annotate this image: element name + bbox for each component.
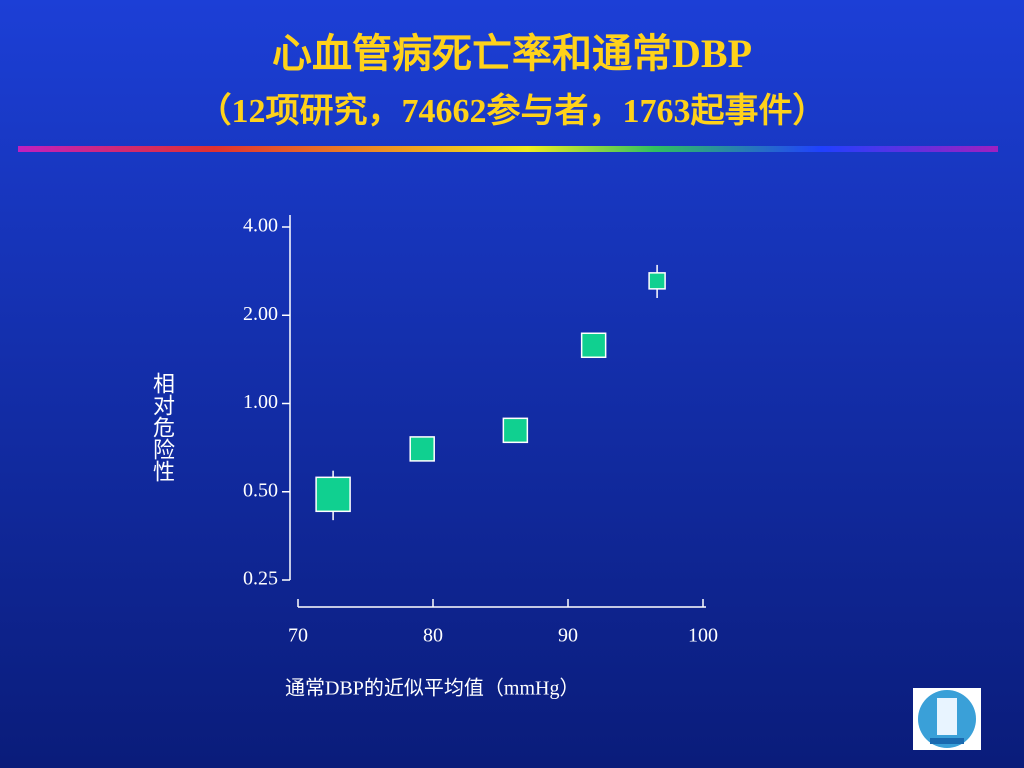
slide-subtitle: （12项研究，74662参与者，1763起事件）: [198, 91, 827, 130]
point: [409, 436, 435, 462]
x-tick-label: 80: [423, 625, 443, 647]
y-tick-label: 4.00: [243, 215, 278, 237]
divider: [18, 146, 998, 152]
point: [502, 417, 529, 444]
y-tick-label: 0.50: [243, 479, 278, 501]
x-tick-label: 70: [288, 625, 308, 647]
point: [315, 476, 351, 513]
y-tick-label: 1.00: [243, 391, 278, 413]
y-tick-label: 0.25: [243, 568, 278, 590]
x-tick-label: 100: [688, 625, 718, 647]
y-axis-label: 相对危险性: [149, 372, 174, 482]
point: [648, 272, 666, 290]
y-tick-label: 2.00: [243, 303, 278, 325]
slide-title: 心血管病死亡率和通常DBP: [272, 31, 752, 76]
x-axis-label: 通常DBP的近似平均值（mmHg）: [285, 677, 579, 700]
x-tick-label: 90: [558, 625, 578, 647]
logo: [913, 688, 981, 750]
point: [580, 332, 607, 359]
